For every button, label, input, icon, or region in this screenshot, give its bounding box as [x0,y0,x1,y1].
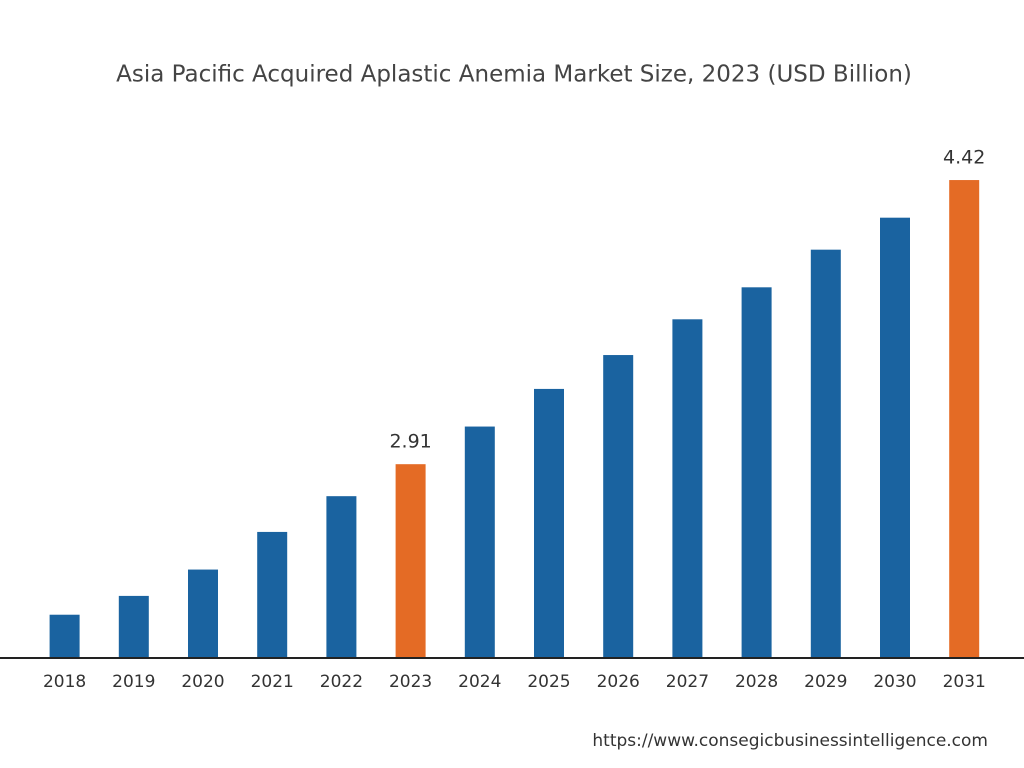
bar [49,614,80,658]
x-tick-label: 2018 [43,672,86,692]
x-tick-label: 2019 [112,672,155,692]
chart-title: Asia Pacific Acquired Aplastic Anemia Ma… [116,62,912,88]
bar [257,531,288,658]
bar [672,319,703,658]
x-tick-label: 2021 [251,672,294,692]
x-tick-label: 2022 [320,672,363,692]
bar [326,496,357,658]
x-tick-label: 2031 [943,672,986,692]
x-tick-label: 2026 [597,672,640,692]
bar [118,595,149,658]
bar [464,426,495,658]
x-tick-label: 2025 [527,672,570,692]
x-tick-label: 2027 [666,672,709,692]
bar [603,355,634,658]
bar [395,464,426,658]
x-tick-label: 2023 [389,672,432,692]
bar [949,180,980,658]
x-tick-label: 2024 [458,672,501,692]
value-label: 4.42 [943,147,985,169]
x-tick-label: 2028 [735,672,778,692]
bar [188,569,218,658]
bar [810,249,841,658]
bar [741,287,772,658]
x-tick-label: 2029 [804,672,847,692]
x-tick-label: 2030 [873,672,916,692]
x-tick-label: 2020 [181,672,224,692]
bar [880,217,910,659]
value-label: 2.91 [389,431,431,453]
source: https://www.consegicbusinessintelligence… [592,731,988,751]
bar [534,388,564,658]
